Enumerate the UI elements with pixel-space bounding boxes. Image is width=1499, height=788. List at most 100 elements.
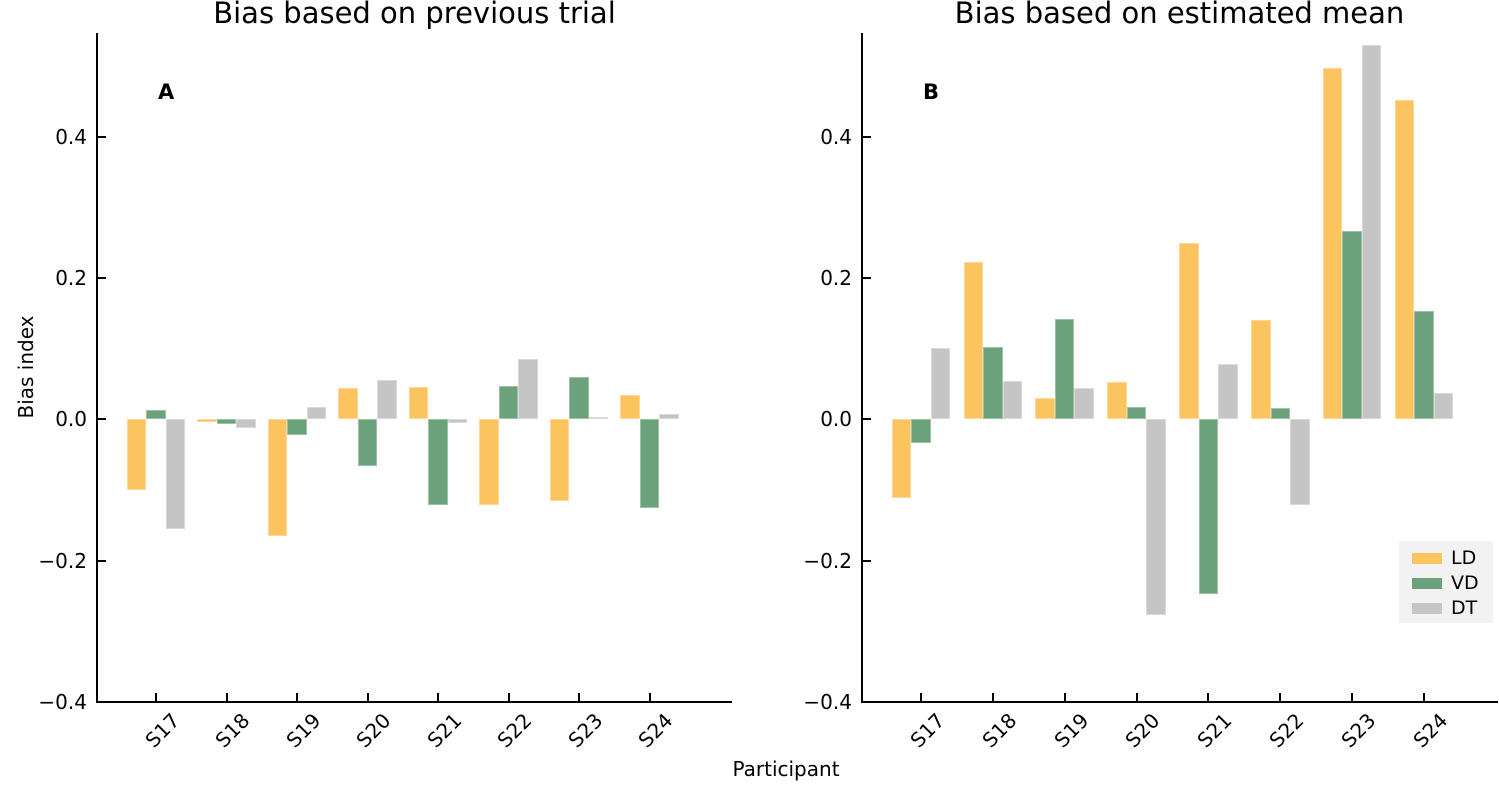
x-axis-spine — [861, 701, 1498, 703]
x-axis-spine — [96, 701, 732, 703]
bar-DT-S24 — [1433, 393, 1454, 420]
x-tick-label-text: S17 — [140, 708, 185, 753]
legend-item-ld: LD — [1399, 547, 1493, 569]
x-tick — [1135, 693, 1138, 701]
bar-DT-S19 — [1074, 387, 1094, 420]
bar-DT-S20 — [377, 379, 397, 420]
x-tick — [578, 693, 580, 701]
x-tick — [437, 693, 439, 701]
legend-item-vd: VD — [1399, 572, 1493, 594]
y-tick — [863, 559, 871, 562]
bar-VD-S24 — [639, 419, 660, 508]
panel-b-letter: B — [923, 80, 940, 104]
y-axis-spine — [861, 33, 863, 703]
bar-VD-S18 — [216, 419, 237, 424]
bar-LD-S22 — [479, 419, 499, 506]
x-tick — [920, 693, 922, 701]
x-tick — [507, 693, 510, 701]
y-tick-label: 0.4 — [55, 125, 87, 150]
y-tick — [98, 277, 106, 280]
bar-LD-S19 — [267, 419, 288, 536]
y-tick-label: 0.2 — [820, 266, 852, 291]
y-tick — [98, 418, 106, 421]
x-tick-label-text: S18 — [210, 708, 255, 753]
bar-VD-S23 — [1342, 231, 1362, 420]
x-tick-label-text: S23 — [1336, 708, 1381, 753]
bar-DT-S22 — [518, 359, 538, 420]
y-tick — [863, 136, 871, 139]
bar-VD-S24 — [1414, 311, 1434, 420]
y-axis-label: Bias index — [14, 315, 38, 419]
bar-LD-S20 — [338, 388, 358, 420]
bar-LD-S21 — [408, 386, 429, 420]
x-tick-label-text: S22 — [1264, 708, 1309, 753]
legend-label-vd: VD — [1451, 572, 1479, 594]
bar-VD-S21 — [428, 419, 448, 505]
bar-LD-S24 — [1394, 99, 1415, 420]
bar-DT-S22 — [1290, 419, 1310, 505]
bar-VD-S19 — [287, 419, 307, 435]
legend: LD VD DT — [1399, 541, 1493, 623]
bar-LD-S17 — [126, 419, 147, 490]
y-tick-label: 0.4 — [820, 125, 852, 150]
y-tick-label: −0.4 — [803, 689, 852, 714]
bar-LD-S22 — [1251, 319, 1271, 420]
bar-VD-S18 — [983, 346, 1003, 420]
y-tick — [98, 136, 106, 139]
bar-DT-S21 — [447, 419, 468, 423]
bar-LD-S19 — [1035, 398, 1055, 420]
legend-item-dt: DT — [1399, 597, 1493, 619]
bar-DT-S18 — [1002, 380, 1023, 420]
bar-LD-S23 — [1322, 68, 1343, 420]
bar-DT-S24 — [659, 413, 679, 420]
bar-DT-S23 — [1361, 45, 1382, 420]
vd-color-swatch — [1412, 578, 1442, 589]
x-tick — [1279, 693, 1282, 701]
x-tick — [648, 693, 651, 701]
x-tick — [991, 693, 994, 701]
x-tick-label-text: S24 — [1408, 708, 1453, 753]
bar-VD-S23 — [569, 377, 589, 420]
x-tick — [1423, 693, 1426, 701]
x-tick — [1207, 693, 1210, 701]
x-tick — [1063, 693, 1066, 701]
y-axis-spine — [96, 33, 98, 703]
x-tick-label-text: S17 — [905, 708, 950, 753]
panel-b-title: Bias based on estimated mean — [954, 0, 1405, 30]
bar-VD-S17 — [911, 419, 931, 443]
y-tick — [863, 700, 871, 703]
y-tick-label: −0.4 — [38, 689, 87, 714]
bar-LD-S17 — [891, 419, 912, 499]
bar-LD-S18 — [197, 419, 217, 422]
bar-LD-S24 — [620, 394, 640, 420]
panel-a-letter: A — [158, 80, 175, 104]
bar-VD-S21 — [1198, 419, 1219, 594]
bar-DT-S21 — [1218, 364, 1238, 420]
bar-LD-S23 — [549, 419, 570, 501]
bar-LD-S21 — [1179, 243, 1199, 420]
panel-a-title: Bias based on previous trial — [213, 0, 616, 30]
y-tick — [863, 277, 871, 280]
x-tick-label-text: S22 — [492, 708, 537, 753]
y-tick-label: 0.0 — [55, 407, 87, 432]
x-tick-label-text: S23 — [563, 708, 608, 753]
bar-VD-S20 — [1126, 406, 1147, 420]
x-tick — [296, 693, 298, 701]
y-tick — [98, 559, 106, 562]
x-tick-label-text: S20 — [351, 708, 396, 753]
legend-label-dt: DT — [1451, 597, 1478, 619]
x-tick — [1351, 693, 1354, 701]
x-tick-label-text: S21 — [1192, 708, 1237, 753]
x-tick — [225, 693, 228, 701]
bar-VD-S22 — [498, 385, 519, 420]
dt-color-swatch — [1412, 603, 1442, 614]
bar-DT-S17 — [930, 348, 951, 420]
x-axis-label: Participant — [732, 757, 840, 781]
y-tick-label: −0.2 — [803, 548, 852, 573]
x-tick — [366, 693, 369, 701]
bar-DT-S19 — [306, 407, 327, 420]
bar-DT-S17 — [165, 419, 186, 529]
x-tick-label-text: S20 — [1120, 708, 1165, 753]
bar-VD-S17 — [146, 409, 166, 420]
